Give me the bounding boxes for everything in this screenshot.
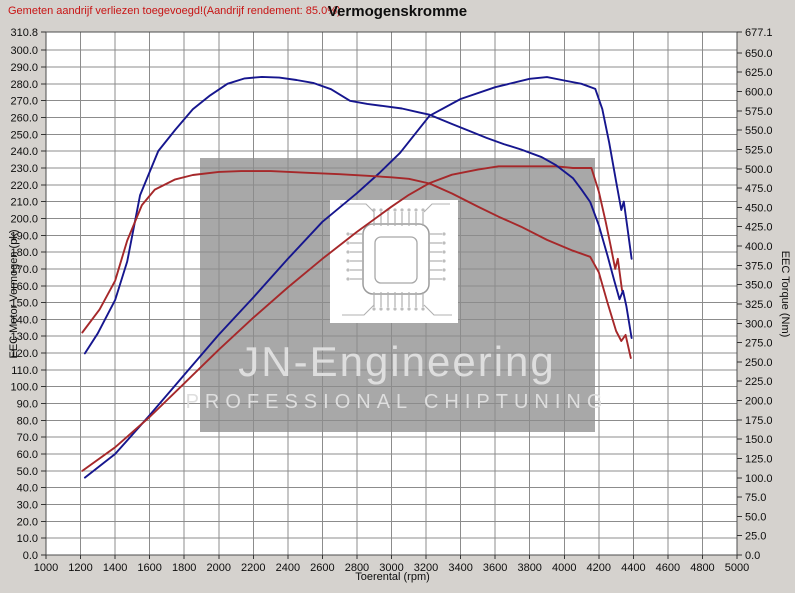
y-right-tick-label: 325.0 — [745, 299, 773, 311]
y-left-tick-label: 240.0 — [10, 146, 38, 158]
y-right-tick-label: 600.0 — [745, 87, 773, 99]
y-right-tick-label: 475.0 — [745, 183, 773, 195]
x-tick-label: 3600 — [483, 562, 507, 574]
y-right-tick-label: 50.0 — [745, 511, 766, 523]
gridlines — [45, 32, 738, 556]
x-tick-label: 3000 — [379, 562, 403, 574]
y-left-tick-label: 220.0 — [10, 180, 38, 192]
y-left-tick-label: 230.0 — [10, 163, 38, 175]
y-left-tick-label: 210.0 — [10, 197, 38, 209]
y-left-tick-label: 120.0 — [10, 348, 38, 360]
x-tick-label: 2800 — [345, 562, 369, 574]
y-left-tick-label: 280.0 — [10, 79, 38, 91]
y-right-tick-label: 275.0 — [745, 338, 773, 350]
axis-ticks — [41, 31, 742, 559]
x-axis-title: Toerental (rpm) — [355, 571, 430, 583]
y-left-tick-label: 20.0 — [17, 516, 38, 528]
curve-red-power-pk — [81, 165, 624, 472]
y-left-tick-label: 310.8 — [10, 27, 38, 39]
watermark-tagline-text: PROFESSIONAL CHIPTUNING — [186, 391, 609, 413]
y-left-tick-label: 300.0 — [10, 45, 38, 57]
y-axis-left-title: EEC Motor Vermogen (pk) — [8, 229, 20, 359]
y-right-tick-label: 450.0 — [745, 202, 773, 214]
axis-tick-labels: 310.8 300.0 290.0 280.0 270.0 260.0 250.0 240.0… — [10, 27, 772, 574]
y-right-tick-label: 125.0 — [745, 453, 773, 465]
y-right-tick-label: 550.0 — [745, 125, 773, 137]
y-right-tick-label: 0.0 — [745, 550, 760, 562]
x-tick-label: 2400 — [276, 562, 300, 574]
x-tick-label: 4200 — [587, 562, 611, 574]
y-axis-right-title: EEC Torque (Nm) — [779, 250, 791, 338]
watermark-brand-text: JN-Engineering — [238, 338, 556, 385]
y-right-tick-label: 575.0 — [745, 106, 773, 118]
x-tick-label: 1400 — [103, 562, 127, 574]
microchip-icon — [330, 200, 458, 323]
y-left-tick-label: 170.0 — [10, 264, 38, 276]
y-right-tick-label: 75.0 — [745, 492, 766, 504]
y-left-tick-label: 40.0 — [17, 483, 38, 495]
y-left-tick-label: 290.0 — [10, 62, 38, 74]
x-tick-label: 5000 — [725, 562, 749, 574]
y-left-tick-label: 90.0 — [17, 399, 38, 411]
y-right-tick-label: 225.0 — [745, 376, 773, 388]
y-left-tick-label: 50.0 — [17, 466, 38, 478]
x-tick-label: 1600 — [137, 562, 161, 574]
y-left-tick-label: 10.0 — [17, 533, 38, 545]
y-left-tick-label: 0.0 — [23, 550, 38, 562]
y-left-tick-label: 190.0 — [10, 230, 38, 242]
y-right-tick-label: 350.0 — [745, 280, 773, 292]
y-left-tick-label: 260.0 — [10, 112, 38, 124]
x-tick-label: 1200 — [68, 562, 92, 574]
y-left-tick-label: 60.0 — [17, 449, 38, 461]
y-left-tick-label: 80.0 — [17, 415, 38, 427]
y-left-tick-label: 30.0 — [17, 500, 38, 512]
x-tick-label: 4800 — [690, 562, 714, 574]
x-tick-label: 2000 — [207, 562, 231, 574]
x-tick-label: 4400 — [621, 562, 645, 574]
y-left-tick-label: 180.0 — [10, 247, 38, 259]
y-left-tick-label: 160.0 — [10, 281, 38, 293]
y-right-tick-label: 500.0 — [745, 164, 773, 176]
curve-red-torque-nm — [81, 170, 632, 359]
x-tick-label: 4600 — [656, 562, 680, 574]
y-right-tick-label: 250.0 — [745, 357, 773, 369]
y-right-tick-label: 375.0 — [745, 260, 773, 272]
y-right-tick-label: 400.0 — [745, 241, 773, 253]
y-right-tick-label: 200.0 — [745, 396, 773, 408]
x-tick-label: 3400 — [448, 562, 472, 574]
x-tick-label: 2600 — [310, 562, 334, 574]
x-tick-label: 3800 — [517, 562, 541, 574]
y-right-tick-label: 677.1 — [745, 27, 773, 39]
y-right-tick-label: 525.0 — [745, 144, 773, 156]
y-right-tick-label: 650.0 — [745, 48, 773, 60]
x-tick-label: 4000 — [552, 562, 576, 574]
y-left-tick-label: 100.0 — [10, 382, 38, 394]
y-right-tick-label: 425.0 — [745, 222, 773, 234]
chart-title: Vermogenskromme — [327, 3, 468, 20]
y-left-tick-label: 270.0 — [10, 96, 38, 108]
x-tick-label: 1000 — [34, 562, 58, 574]
y-right-tick-label: 25.0 — [745, 531, 766, 543]
y-right-tick-label: 300.0 — [745, 318, 773, 330]
y-left-tick-label: 70.0 — [17, 432, 38, 444]
y-right-tick-label: 150.0 — [745, 434, 773, 446]
y-right-tick-label: 100.0 — [745, 473, 773, 485]
y-left-tick-label: 140.0 — [10, 314, 38, 326]
y-left-tick-label: 110.0 — [11, 365, 38, 377]
y-left-tick-label: 250.0 — [10, 129, 38, 141]
y-right-tick-label: 625.0 — [745, 67, 773, 79]
drivetrain-loss-note: Gemeten aandrijf verliezen toegevoegd!(A… — [8, 5, 341, 17]
y-right-tick-label: 175.0 — [745, 415, 773, 427]
y-left-tick-label: 130.0 — [10, 331, 38, 343]
y-left-tick-label: 200.0 — [10, 213, 38, 225]
y-left-tick-label: 150.0 — [10, 298, 38, 310]
curve-blue-torque-nm — [83, 75, 633, 355]
x-tick-label: 1800 — [172, 562, 196, 574]
curve-blue-power-pk — [83, 76, 633, 479]
x-tick-label: 2200 — [241, 562, 265, 574]
x-tick-label: 3200 — [414, 562, 438, 574]
